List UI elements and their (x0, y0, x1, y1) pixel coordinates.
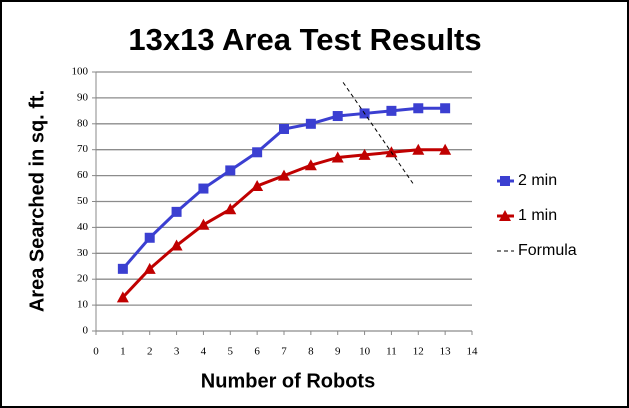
data-point (439, 143, 452, 155)
y-tick-label: 60 (77, 169, 89, 181)
data-point (251, 179, 264, 191)
x-tick-label: 2 (147, 346, 153, 358)
x-tick-label: 14 (467, 346, 479, 358)
x-tick-label: 13 (440, 346, 452, 358)
data-point (332, 111, 343, 122)
y-tick-label: 100 (72, 66, 89, 78)
x-tick-label: 4 (201, 346, 207, 358)
data-point (144, 232, 155, 243)
x-tick-label: 1 (120, 346, 126, 358)
y-tick-label: 20 (77, 273, 89, 285)
data-point (225, 165, 236, 176)
legend-label: 2 min (518, 172, 557, 189)
data-point (278, 169, 290, 181)
y-tick-label: 70 (77, 143, 89, 155)
data-point (358, 148, 371, 160)
x-tick-label: 5 (228, 346, 234, 358)
x-tick-label: 11 (386, 346, 397, 358)
x-tick-label: 10 (359, 346, 371, 358)
y-axis-label: Area Searched in sq. ft. (26, 90, 48, 312)
x-tick-label: 6 (254, 346, 260, 358)
x-tick-label: 7 (281, 346, 287, 358)
data-point (197, 218, 210, 230)
y-tick-label: 80 (77, 117, 89, 129)
x-tick-label: 0 (93, 346, 99, 358)
data-point (171, 206, 182, 217)
data-point (305, 118, 316, 129)
data-point (143, 262, 156, 274)
data-point (440, 103, 451, 114)
legend-marker (499, 210, 511, 221)
data-point (279, 123, 289, 134)
y-tick-label: 0 (83, 325, 89, 337)
legend-label: Formula (518, 242, 577, 259)
data-point (304, 159, 317, 171)
data-point (412, 143, 425, 155)
data-point (117, 263, 128, 274)
data-point (413, 103, 424, 114)
x-tick-label: 12 (413, 346, 424, 358)
legend-label: 1 min (518, 207, 557, 224)
data-point (252, 147, 263, 158)
y-tick-label: 30 (77, 247, 89, 259)
x-tick-label: 3 (174, 346, 180, 358)
data-point (224, 203, 237, 215)
y-tick-label: 50 (77, 195, 89, 207)
data-point (198, 183, 209, 194)
x-tick-label: 9 (335, 346, 341, 358)
data-point (331, 151, 344, 163)
x-tick-label: 8 (308, 346, 314, 358)
x-axis-label: Number of Robots (201, 370, 375, 392)
legend-marker (500, 176, 510, 186)
data-point (116, 291, 129, 303)
y-tick-label: 90 (77, 91, 89, 103)
y-tick-label: 40 (77, 221, 89, 233)
data-point (386, 105, 397, 116)
chart-title: 13x13 Area Test Results (128, 22, 481, 57)
data-point (170, 239, 183, 251)
y-tick-label: 10 (77, 299, 89, 311)
